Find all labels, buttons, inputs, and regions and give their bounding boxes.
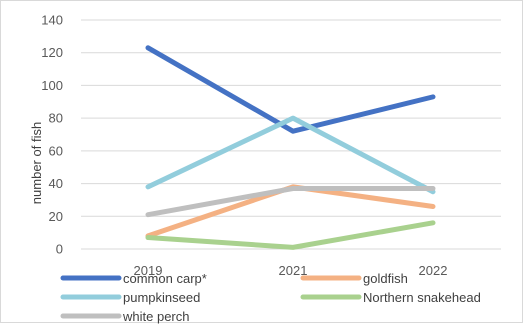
y-tick-label: 40 xyxy=(49,176,63,191)
y-tick-label: 140 xyxy=(41,13,63,28)
series-lines xyxy=(145,45,436,250)
legend-label: pumpkinseed xyxy=(123,290,200,305)
legend-label: white perch xyxy=(122,309,189,324)
series-line-4 xyxy=(145,185,436,218)
legend-label: Northern snakehead xyxy=(363,290,481,305)
y-tick-labels: 0 20 40 60 80 100 120 140 xyxy=(41,13,63,257)
legend-label: goldfish xyxy=(363,271,408,286)
legend: common carp* goldfish pumpkinseed Northern … xyxy=(60,271,481,324)
x-tick-label: 2022 xyxy=(419,263,448,278)
x-tick-label: 2019 xyxy=(134,263,163,278)
legend-label: common carp* xyxy=(123,271,207,286)
y-tick-label: 120 xyxy=(41,45,63,60)
x-tick-labels: 2019 2021 2022 xyxy=(134,263,448,278)
y-axis-title: number of fish xyxy=(29,122,44,204)
series-line-2 xyxy=(145,115,436,195)
y-tick-label: 20 xyxy=(49,209,63,224)
series-line-3 xyxy=(145,220,436,250)
x-tick-label: 2021 xyxy=(279,263,308,278)
gridlines xyxy=(81,19,501,250)
y-tick-label: 80 xyxy=(49,111,63,126)
y-tick-label: 60 xyxy=(49,143,63,158)
y-tick-label: 100 xyxy=(41,78,63,93)
series-line-0 xyxy=(145,45,436,134)
y-tick-label: 0 xyxy=(56,242,63,257)
